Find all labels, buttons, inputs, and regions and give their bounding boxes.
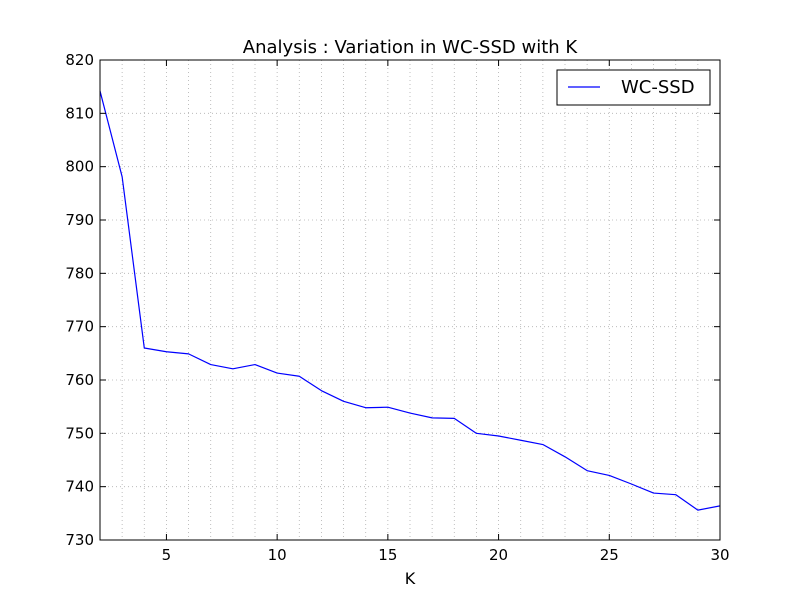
y-tick-label: 770 bbox=[65, 318, 94, 336]
x-axis-label: K bbox=[405, 569, 416, 588]
x-tick-label: 15 bbox=[378, 546, 397, 564]
legend-label-wc-ssd: WC-SSD bbox=[621, 77, 695, 98]
y-tick-label: 790 bbox=[65, 211, 94, 229]
y-tick-label: 820 bbox=[65, 51, 94, 69]
y-tick-label: 750 bbox=[65, 424, 94, 442]
y-tick-label: 740 bbox=[65, 478, 94, 496]
x-tick-label: 10 bbox=[268, 546, 287, 564]
y-tick-label: 730 bbox=[65, 531, 94, 549]
y-tick-label: 800 bbox=[65, 158, 94, 176]
ticks: 5 10 15 20 25 30 730 740 750 760 770 780 790 800 810 82… bbox=[65, 51, 729, 564]
legend: WC-SSD bbox=[556, 69, 711, 106]
x-tick-label: 5 bbox=[162, 546, 172, 564]
y-tick-label: 780 bbox=[65, 264, 94, 282]
grid bbox=[100, 60, 720, 540]
x-tick-label: 25 bbox=[600, 546, 619, 564]
series-layer bbox=[99, 90, 721, 511]
y-tick-label: 760 bbox=[65, 371, 94, 389]
plot-frame bbox=[99, 59, 721, 541]
chart-title: Analysis : Variation in WC-SSD with K bbox=[243, 37, 579, 58]
x-tick-label: 20 bbox=[489, 546, 508, 564]
y-tick-label: 810 bbox=[65, 104, 94, 122]
x-tick-label: 30 bbox=[710, 546, 729, 564]
